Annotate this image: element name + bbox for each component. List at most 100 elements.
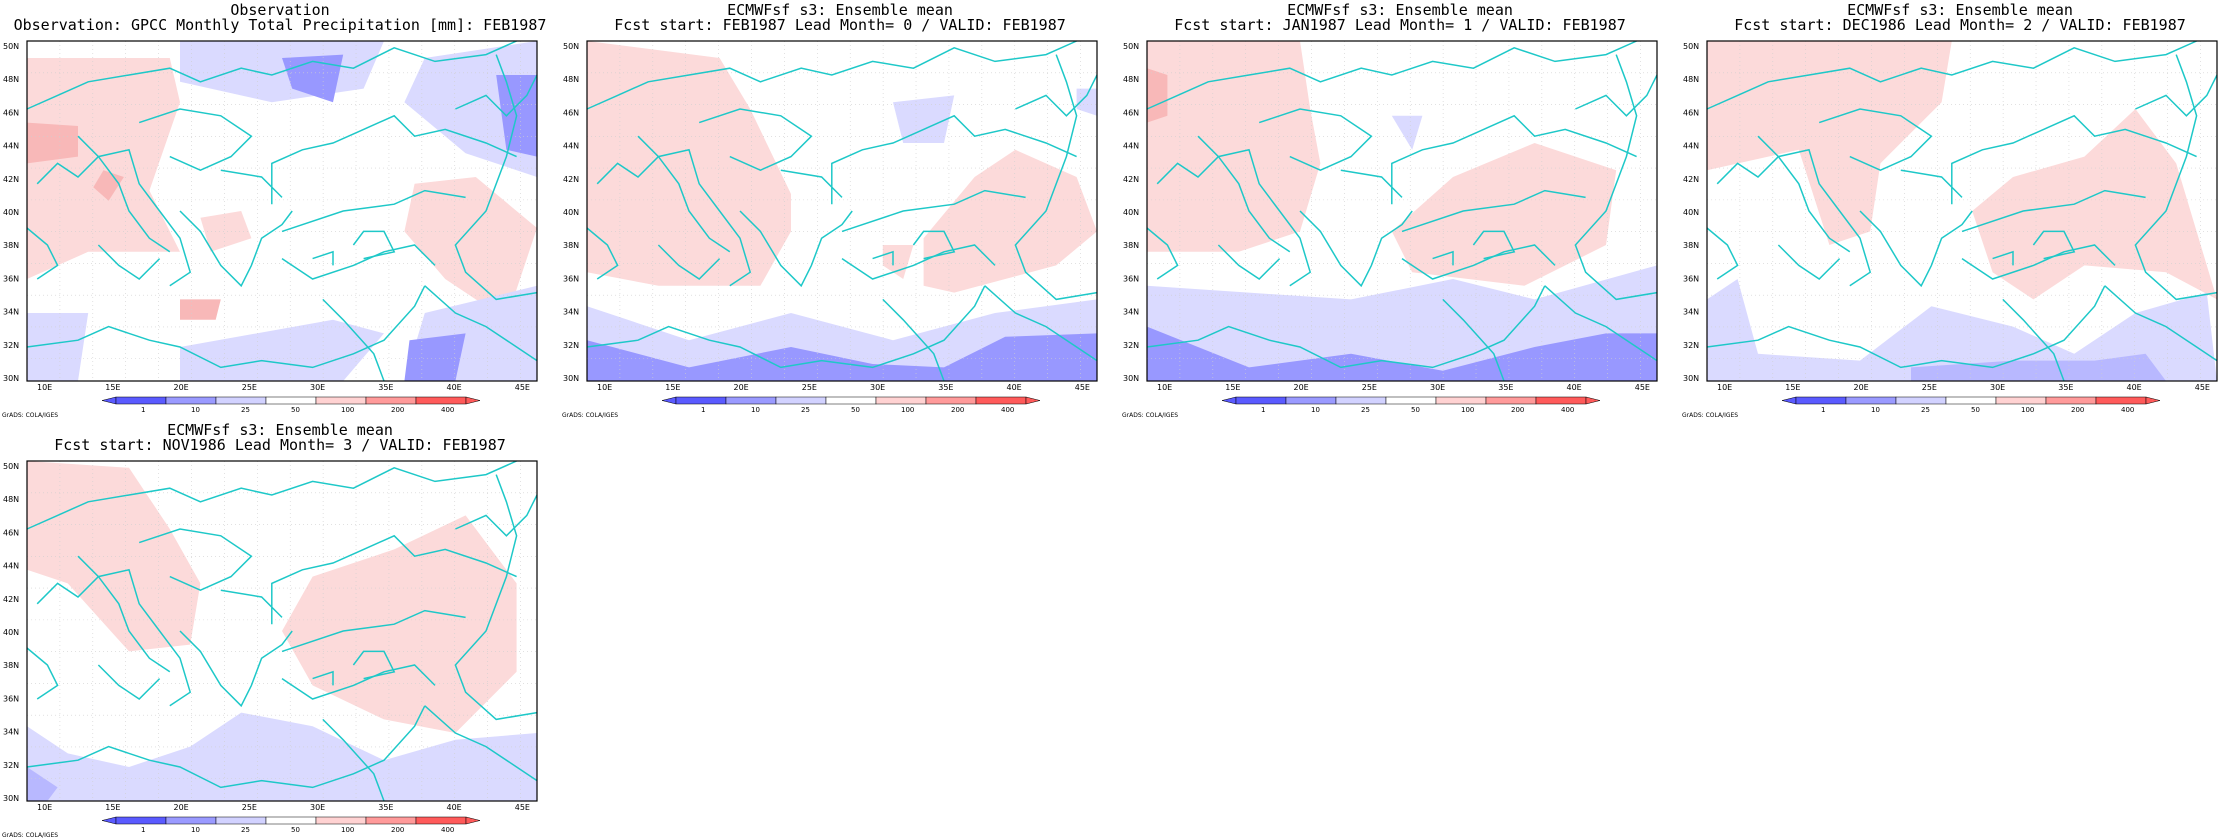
precip-contour [587,333,1097,381]
panel-subtitle: Fcst start: DEC1986 Lead Month= 2 / VALI… [1734,16,2186,34]
grads-credit: GrADS: COLA/IGES [1122,412,1179,419]
coastline [26,705,426,789]
colorbar-label: 200 [951,406,964,414]
coastline [77,555,171,673]
coastline [352,650,396,680]
lat-tick-label: 50N [3,462,19,471]
coastline [2032,230,2076,260]
lat-tick-label: 46N [3,108,19,117]
coastline [586,285,986,369]
lat-tick-label: 44N [3,142,19,151]
lat-tick-label: 48N [3,495,19,504]
precip-contour [27,58,180,279]
coastline [1197,135,1291,253]
map-frame [586,40,1098,382]
coastline [454,474,538,721]
lon-tick-label: 10E [37,803,52,812]
coastline [1818,108,1933,172]
coastline [312,670,334,686]
lat-tick-label: 46N [1123,108,1139,117]
coastline [2002,298,2065,382]
coastline [424,705,538,782]
panel-subtitle: Fcst start: JAN1987 Lead Month= 1 / VALI… [1174,16,1626,34]
colorbar-swatch [115,816,167,825]
lon-tick-label: 30E [870,383,885,392]
panel-title: ECMWFsf s3: Ensemble mean [1847,1,2073,19]
colorbar-swatch [1795,396,1847,405]
lon-tick-label: 45E [2195,383,2210,392]
precip-contour [27,767,58,801]
colorbar-cap [101,396,117,405]
map-frame [26,40,538,382]
colorbar-cap [1585,396,1601,405]
coastline [739,210,853,288]
colorbar-label: 50 [1971,406,1980,414]
lon-tick-label: 25E [1922,383,1937,392]
coastline [220,169,283,198]
panel-title: Observation [230,1,330,19]
colorbar-label: 200 [2071,406,2084,414]
lon-tick-label: 10E [597,383,612,392]
lat-tick-label: 38N [3,661,19,670]
coastline [1961,189,2146,233]
lon-tick-label: 10E [37,383,52,392]
lat-tick-label: 36N [1683,274,1699,283]
colorbar-swatch [365,816,417,825]
coastline [36,148,192,287]
lon-tick-label: 30E [310,803,325,812]
lat-tick-label: 48N [3,75,19,84]
colorbar-cap [2145,396,2161,405]
colorbar-swatch [1845,396,1897,405]
coastline [2134,54,2218,301]
coastline [1442,298,1505,382]
colorbar-swatch [775,396,827,405]
colorbar-label: 1 [1261,406,1265,414]
lon-tick-label: 20E [174,803,189,812]
lat-tick-label: 42N [3,595,19,604]
coastline [26,285,426,369]
lat-tick-label: 48N [1683,75,1699,84]
coastline [1992,250,2014,266]
coastline [1258,108,1373,172]
colorbar-swatch [875,396,927,405]
lon-tick-label: 25E [242,383,257,392]
colorbar-label: 25 [241,826,250,834]
colorbar-swatch [115,396,167,405]
lat-tick-label: 50N [3,42,19,51]
panel-lead-2: ECMWFsf s3: Ensemble mean Fcst start: DE… [1680,0,2240,420]
precip-contour [923,149,1097,293]
colorbar-label: 1 [141,406,145,414]
panel-subtitle: Fcst start: NOV1986 Lead Month= 3 / VALI… [54,436,506,454]
coastline [1574,54,1658,301]
coastline [1951,114,2197,205]
lon-tick-label: 35E [378,383,393,392]
coastline [281,244,436,280]
coastline [312,250,334,266]
precip-contour [1391,115,1423,150]
coastline [637,135,731,253]
lat-tick-label: 34N [563,308,579,317]
panel-lead-1: ECMWFsf s3: Ensemble mean Fcst start: JA… [1120,0,1680,420]
colorbar-swatch [1995,396,2047,405]
colorbar-label: 50 [851,406,860,414]
colorbar-label: 200 [391,406,404,414]
lat-tick-label: 30N [563,374,579,383]
coastline [1015,74,1098,117]
colorbar-swatch [1435,396,1487,405]
coastline [841,189,1026,233]
colorbar-label: 25 [1921,406,1930,414]
coastline [138,528,253,592]
coastline [1716,148,1872,287]
panel-subtitle: Fcst start: FEB1987 Lead Month= 0 / VALI… [614,16,1066,34]
colorbar-swatch [415,396,467,405]
panel-lead-3: ECMWFsf s3: Ensemble mean Fcst start: NO… [0,420,560,840]
colorbar-label: 100 [1461,406,1474,414]
precip-map: 30N 32N 34N 36N 38N 40N 42N 44N 46N 48N 50N 10E 15E 2… [563,40,1098,414]
lat-tick-label: 44N [1123,142,1139,151]
map-layer: 30N 32N 34N 36N 38N 40N 42N 44N 46N 48N 50N 10E 15E 2… [1683,40,2218,392]
lon-tick-label: 25E [242,803,257,812]
colorbar-label: 400 [1561,406,1574,414]
lat-tick-label: 38N [1683,241,1699,250]
lon-tick-label: 25E [802,383,817,392]
precip-contour [404,333,466,381]
